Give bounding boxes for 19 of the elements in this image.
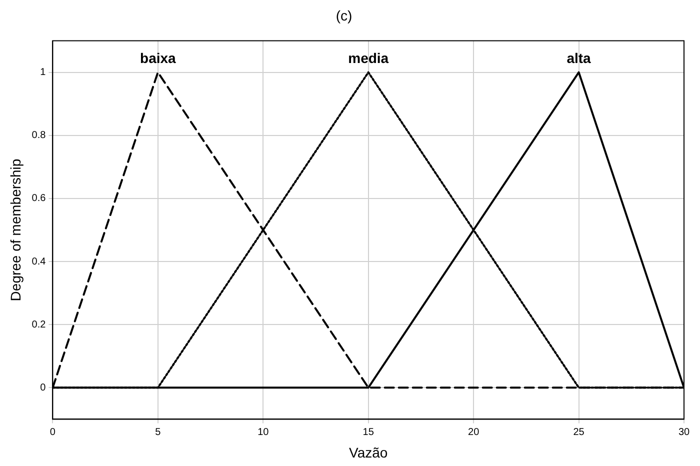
- x-tick-label: 5: [155, 426, 162, 438]
- y-axis-title: Degree of membership: [7, 158, 24, 302]
- x-axis-title: Vazão: [349, 444, 388, 460]
- y-tick-label: 0.4: [32, 256, 46, 268]
- y-tick-label: 0.8: [32, 130, 46, 142]
- y-tick-label: 1: [40, 67, 46, 78]
- y-tick-label: 0.2: [32, 319, 46, 330]
- chart-title: (c): [336, 7, 352, 24]
- x-tick-label: 20: [468, 426, 480, 438]
- x-tick-label: 10: [258, 426, 270, 438]
- series-label: baixa: [140, 50, 176, 66]
- series-label: alta: [566, 50, 592, 66]
- x-tick-label: 25: [573, 426, 585, 438]
- x-tick-label: 15: [362, 426, 374, 438]
- y-tick-label: 0: [40, 382, 46, 394]
- x-tick-label: 0: [50, 426, 56, 438]
- x-tick-label: 30: [678, 426, 690, 438]
- series-label: media: [348, 50, 389, 66]
- y-tick-label: 0.6: [32, 193, 46, 204]
